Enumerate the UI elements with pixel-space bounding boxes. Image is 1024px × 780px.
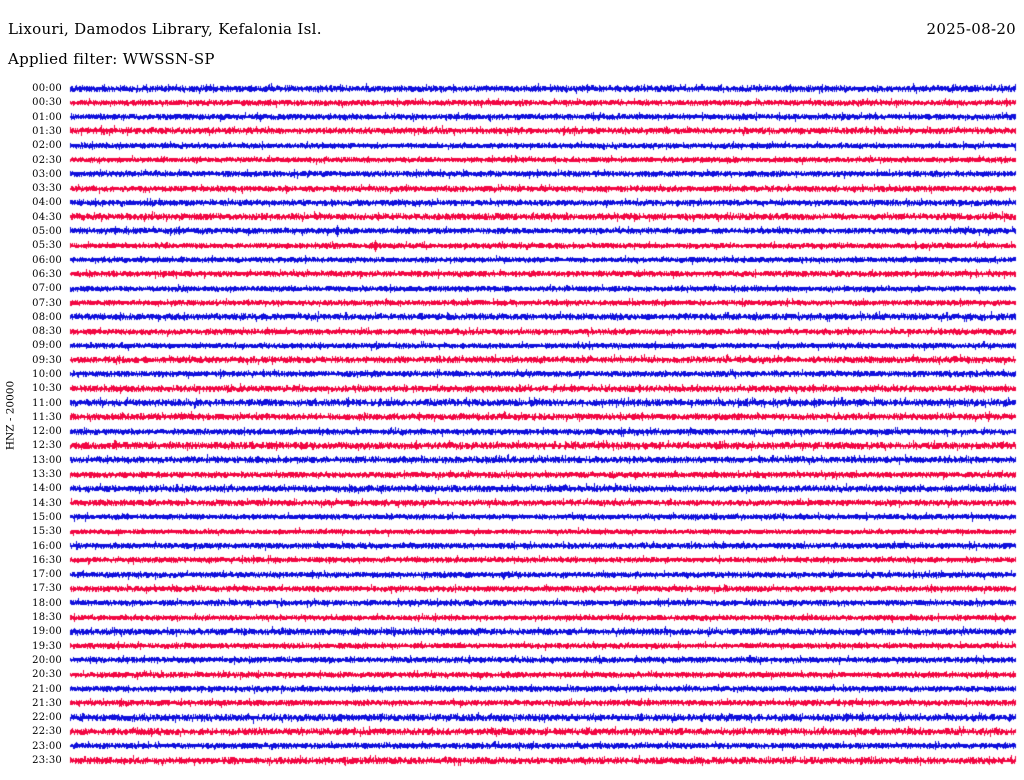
trace-time-label: 09:00: [32, 340, 62, 352]
trace-time-label: 14:30: [32, 497, 62, 509]
trace-time-label: 06:00: [32, 254, 62, 266]
trace-time-label: 20:30: [32, 669, 62, 681]
trace-time-label: 03:00: [32, 168, 62, 180]
trace-time-label: 09:30: [32, 354, 62, 366]
trace-time-label: 00:00: [32, 83, 62, 94]
trace-time-label: 15:30: [32, 526, 62, 538]
trace-time-label: 17:00: [32, 569, 62, 581]
trace-time-label: 03:30: [32, 183, 62, 195]
trace-time-label: 07:00: [32, 283, 62, 295]
trace-time-label: 12:00: [32, 426, 62, 438]
trace-time-label: 10:30: [32, 383, 62, 395]
trace-time-label: 06:30: [32, 268, 62, 280]
trace-time-label: 05:00: [32, 226, 62, 237]
trace-time-label: 01:00: [32, 111, 62, 123]
trace-time-label: 19:30: [32, 640, 62, 652]
trace-time-label: 17:30: [32, 583, 62, 595]
trace-time-label: 22:00: [32, 712, 62, 724]
trace-time-label: 19:00: [32, 626, 62, 638]
trace-time-label: 13:30: [32, 469, 62, 480]
trace-time-label: 23:00: [32, 740, 62, 752]
trace-time-label: 08:00: [32, 311, 62, 323]
trace-time-label: 16:30: [32, 554, 62, 566]
trace-time-label: 21:00: [32, 683, 62, 695]
trace-time-label: 14:00: [32, 483, 62, 495]
trace-time-label: 18:00: [32, 597, 62, 609]
trace-time-label: 04:00: [32, 197, 62, 209]
trace-time-label: 01:30: [32, 125, 62, 137]
trace-time-label: 11:00: [32, 397, 62, 409]
trace-time-label: 02:00: [32, 140, 62, 152]
trace-time-label: 13:00: [32, 454, 62, 466]
trace-time-label: 15:00: [32, 511, 62, 523]
trace-time-label: 18:30: [32, 612, 62, 623]
trace-time-label: 02:30: [32, 154, 62, 166]
trace-time-label: 12:30: [32, 440, 62, 452]
trace-time-label: 16:00: [32, 540, 62, 552]
trace-time-label: 10:00: [32, 369, 62, 380]
trace-time-label: 22:30: [32, 726, 62, 738]
trace-time-label: 23:30: [32, 755, 62, 766]
trace-time-label: 08:30: [32, 326, 62, 338]
trace-time-label: 11:30: [32, 411, 62, 423]
trace-time-label: 20:00: [32, 654, 62, 666]
trace-time-label: 05:30: [32, 240, 62, 252]
trace-time-label: 04:30: [32, 211, 62, 223]
trace-time-label: 00:30: [32, 97, 62, 109]
trace-time-label: 21:30: [32, 697, 62, 709]
trace-time-label: 07:30: [32, 297, 62, 309]
